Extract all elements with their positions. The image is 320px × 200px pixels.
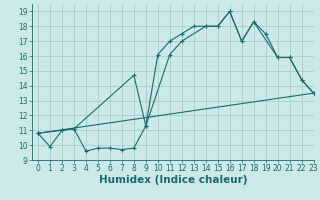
X-axis label: Humidex (Indice chaleur): Humidex (Indice chaleur): [99, 175, 247, 185]
